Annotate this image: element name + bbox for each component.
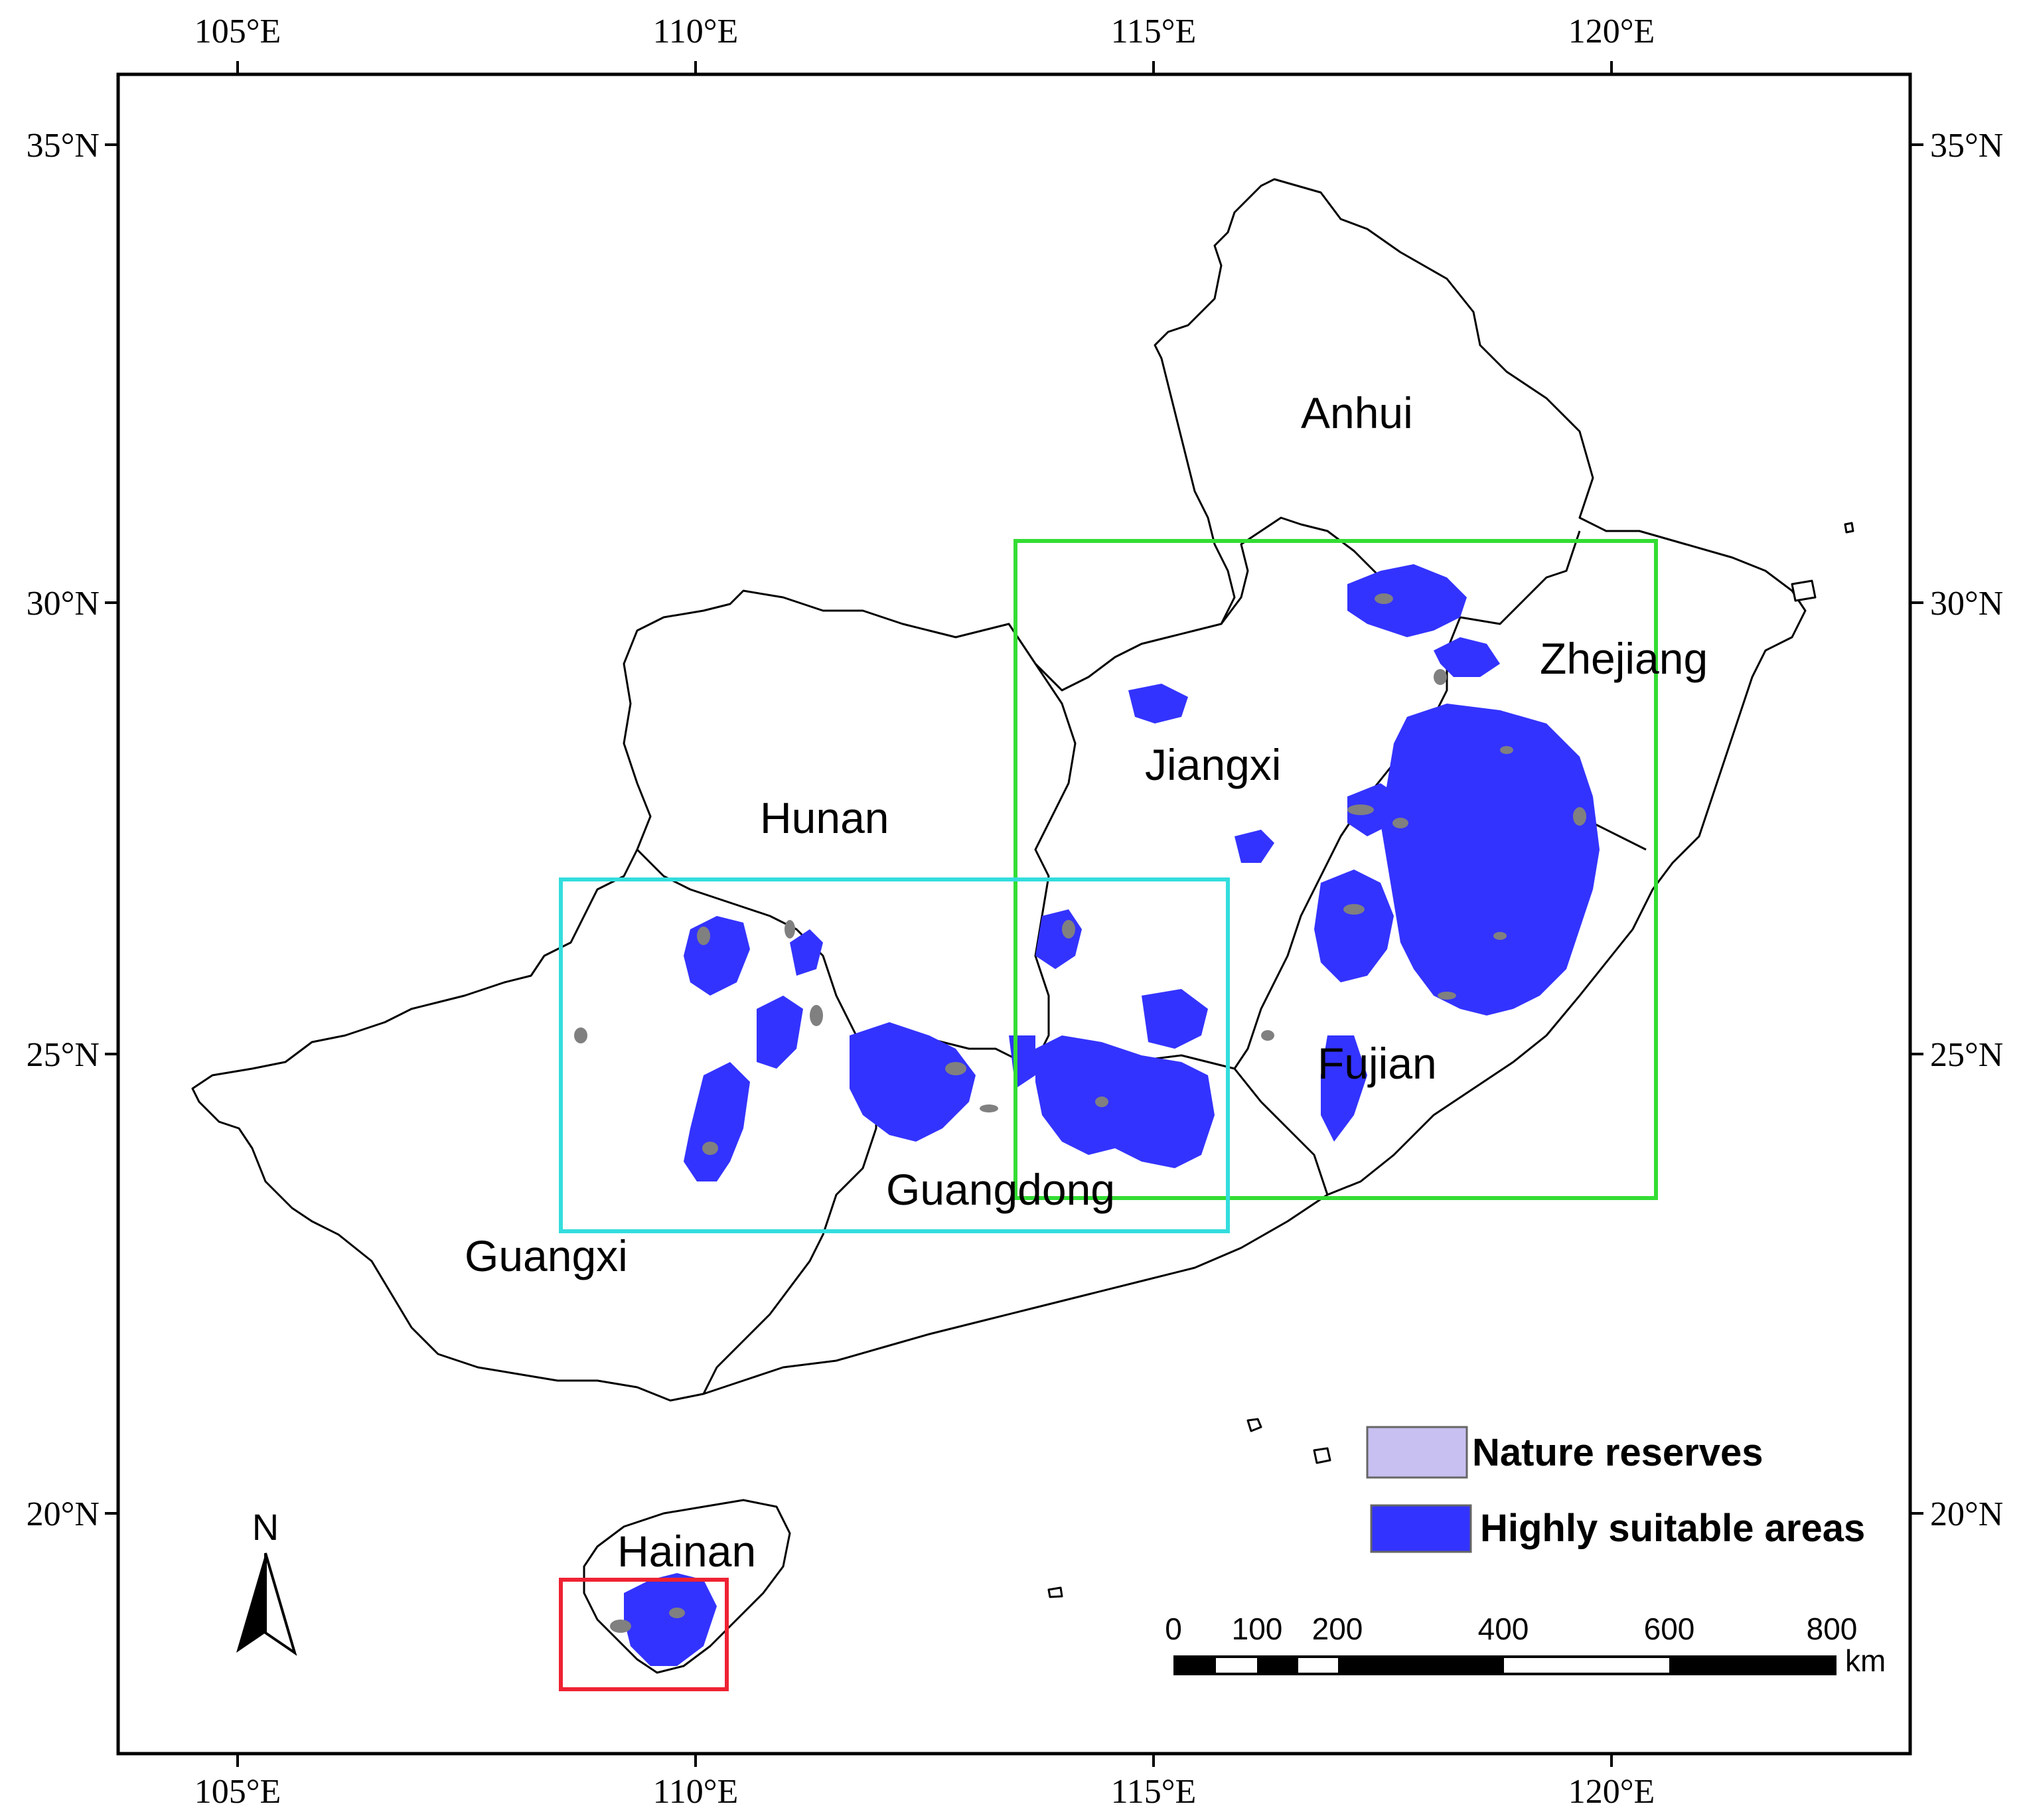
lon-label-top: 105°E [194, 13, 281, 50]
region-label-jiangxi: Jiangxi [1145, 740, 1281, 789]
scale-unit: km [1845, 1643, 1886, 1678]
lat-label-left: 30°N [27, 585, 100, 623]
lon-label-top: 120°E [1568, 13, 1655, 50]
region-label-guangdong: Guangdong [886, 1165, 1115, 1214]
lon-label-top: 115°E [1111, 13, 1197, 50]
legend-label-highly-suitable: Highly suitable areas [1480, 1507, 1865, 1550]
lat-label-right: 30°N [1930, 585, 2003, 623]
region-label-anhui: Anhui [1301, 388, 1413, 437]
lon-label-bottom: 120°E [1568, 1773, 1655, 1811]
lon-label-bottom: 105°E [194, 1773, 281, 1811]
lat-label-right: 35°N [1930, 127, 2003, 165]
study-box-green [1013, 539, 1658, 1200]
lat-label-left: 35°N [27, 127, 100, 165]
scale-label: 200 [1312, 1612, 1363, 1646]
study-box-cyan [559, 877, 1230, 1233]
legend-label-nature-reserves: Nature reserves [1472, 1431, 1763, 1474]
legend-swatch-highly-suitable [1370, 1504, 1472, 1553]
lon-label-bottom: 115°E [1111, 1773, 1197, 1811]
north-arrow-icon: N [236, 1506, 297, 1656]
scale-bar: 0 100 200 400 600 800 km [1165, 1612, 1886, 1678]
frame-ticks [105, 61, 1923, 1767]
region-label-zhejiang: Zhejiang [1540, 634, 1708, 683]
scale-label: 800 [1807, 1612, 1858, 1646]
lat-label-right: 20°N [1930, 1495, 2003, 1533]
study-box-red [559, 1578, 729, 1691]
scale-label: 0 [1165, 1612, 1182, 1646]
lat-label-left: 20°N [27, 1495, 100, 1533]
region-label-guangxi: Guangxi [465, 1231, 628, 1280]
lon-label-bottom: 110°E [653, 1773, 739, 1811]
region-label-fujian: Fujian [1317, 1039, 1437, 1088]
north-arrow-label: N [252, 1506, 279, 1548]
nature-reserve-marks [574, 593, 1586, 1633]
map-legend: Nature reserves Highly suitable areas [1366, 1426, 1865, 1553]
scale-label: 100 [1232, 1612, 1283, 1646]
lat-label-left: 25°N [27, 1036, 100, 1074]
region-label-hainan: Hainan [617, 1527, 756, 1576]
region-outline-mainland [191, 178, 1807, 1402]
lat-label-right: 25°N [1930, 1036, 2003, 1074]
scale-label: 600 [1644, 1612, 1695, 1646]
region-label-hunan: Hunan [760, 793, 889, 842]
legend-swatch-nature-reserves [1366, 1426, 1468, 1479]
lon-label-top: 110°E [653, 13, 739, 50]
scale-label: 400 [1478, 1612, 1529, 1646]
